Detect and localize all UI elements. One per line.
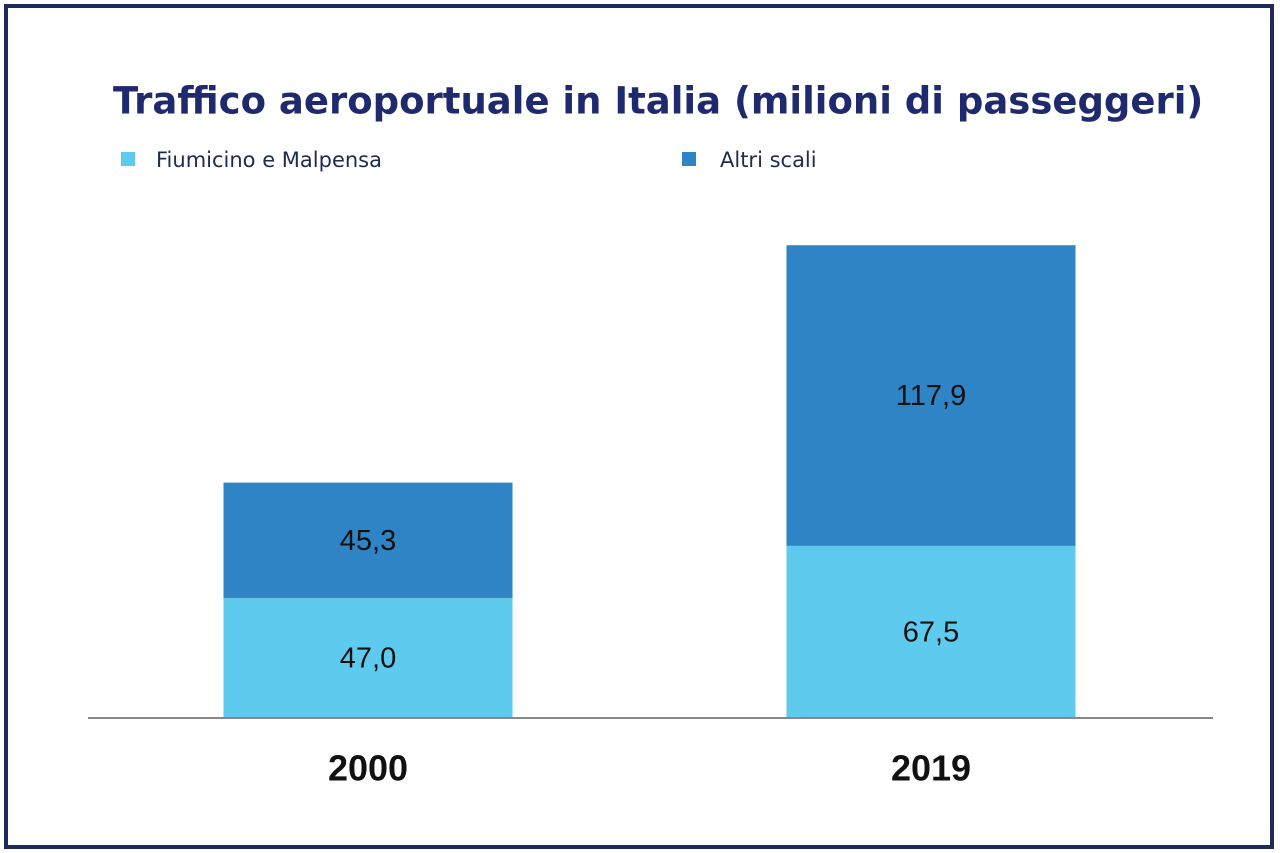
- legend-swatch: [682, 152, 696, 166]
- value-label: 117,9: [896, 380, 966, 412]
- bar-segment: [223, 598, 513, 718]
- bar-segment: [223, 482, 513, 599]
- legend-swatch: [121, 152, 135, 166]
- legend-label: Altri scali: [720, 148, 817, 172]
- frame: [4, 4, 1274, 849]
- bar-segment: [786, 245, 1076, 546]
- value-label: 45,3: [340, 525, 396, 557]
- x-tick-label: 2019: [891, 748, 971, 789]
- value-label: 67,5: [903, 617, 959, 649]
- chart-title: Traffico aeroportuale in Italia (milioni…: [113, 80, 1203, 123]
- value-label: 47,0: [340, 643, 396, 675]
- legend-label: Fiumicino e Malpensa: [156, 148, 382, 172]
- bar-segment: [786, 545, 1076, 718]
- x-tick-label: 2000: [328, 748, 408, 789]
